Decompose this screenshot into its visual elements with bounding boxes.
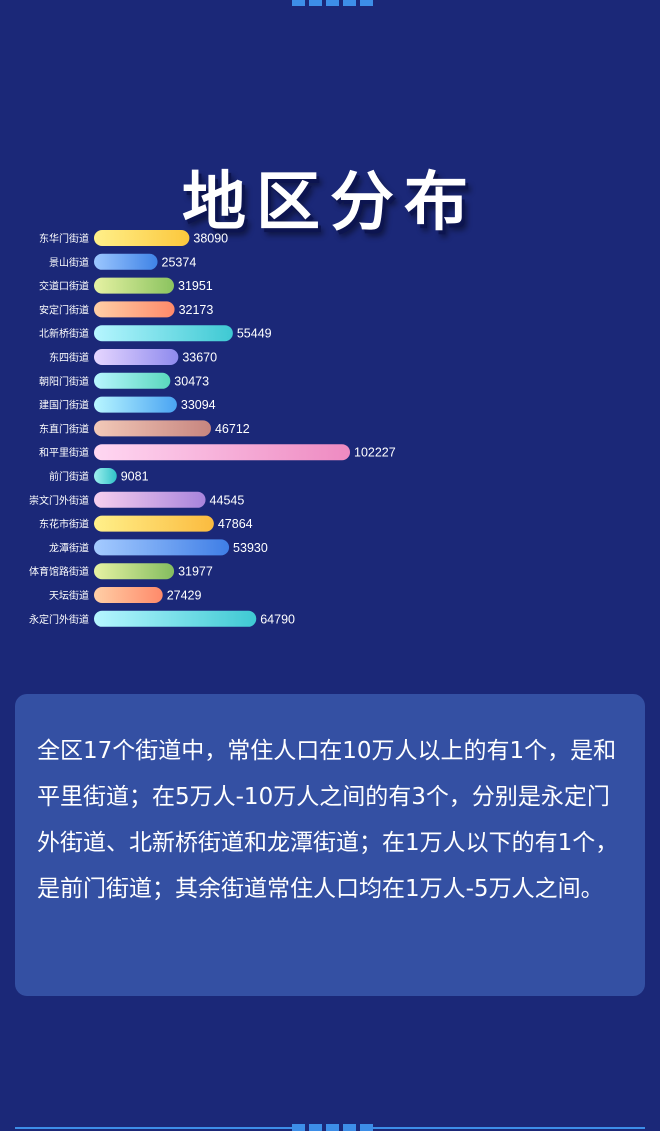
summary-text: 全区17个街道中，常住人口在10万人以上的有1个，是和平里街道；在5万人-10万… [37, 738, 619, 902]
bar [94, 277, 175, 294]
bar [94, 515, 214, 532]
category-label: 东直门街道 [39, 422, 89, 435]
value-label: 46712 [215, 422, 250, 436]
bar [94, 539, 230, 556]
value-label: 31951 [178, 279, 213, 293]
bar [94, 610, 257, 627]
value-label: 33670 [182, 351, 217, 365]
bar [94, 563, 175, 580]
category-label: 东花市街道 [39, 518, 89, 531]
bar [94, 253, 158, 270]
population-bar-chart: 东华门街道 38090 景山街道 25374 交道口街道 31951 安定门街道 32173 北… [29, 230, 396, 627]
value-label: 53930 [233, 541, 268, 555]
category-label: 前门街道 [49, 470, 89, 483]
value-label: 47864 [218, 517, 253, 531]
bar [94, 444, 350, 461]
bar [94, 491, 206, 508]
value-label: 102227 [354, 446, 396, 460]
value-label: 27429 [167, 589, 202, 603]
bottom-divider-right [369, 1127, 645, 1129]
bar [94, 396, 177, 413]
bottom-divider-left [15, 1127, 292, 1129]
bar [94, 420, 211, 437]
summary-panel: 全区17个街道中，常住人口在10万人以上的有1个，是和平里街道；在5万人-10万… [15, 694, 645, 996]
category-label: 天坛街道 [49, 589, 89, 602]
value-label: 31977 [178, 565, 213, 579]
category-label: 景山街道 [49, 256, 89, 269]
value-label: 30473 [174, 374, 209, 388]
bar [94, 301, 175, 318]
category-label: 体育馆路街道 [29, 565, 89, 578]
value-label: 44545 [210, 493, 245, 507]
value-label: 9081 [121, 470, 149, 484]
bar [94, 349, 179, 365]
category-label: 永定门外街道 [29, 613, 89, 626]
page-title: 地区分布 [182, 165, 478, 240]
value-label: 33094 [181, 398, 216, 412]
bottom-decoration [292, 1124, 373, 1131]
bar [94, 325, 233, 342]
category-label: 安定门街道 [39, 303, 89, 316]
category-label: 东四街道 [49, 351, 89, 364]
value-label: 38090 [193, 232, 228, 246]
category-label: 建国门街道 [39, 399, 89, 412]
bar [94, 230, 190, 246]
category-label: 东华门街道 [39, 232, 89, 245]
category-label: 龙潭街道 [49, 541, 89, 554]
category-label: 和平里街道 [39, 446, 89, 459]
top-decoration [292, 0, 373, 6]
category-label: 交道口街道 [39, 280, 89, 293]
value-label: 32173 [179, 303, 214, 317]
bar [94, 372, 171, 389]
value-label: 25374 [162, 255, 197, 269]
category-label: 北新桥街道 [39, 327, 89, 340]
bar [94, 587, 163, 603]
category-label: 朝阳门街道 [39, 375, 89, 388]
value-label: 55449 [237, 327, 272, 341]
category-label: 崇文门外街道 [29, 494, 89, 507]
bar [94, 468, 117, 484]
value-label: 64790 [260, 612, 295, 626]
